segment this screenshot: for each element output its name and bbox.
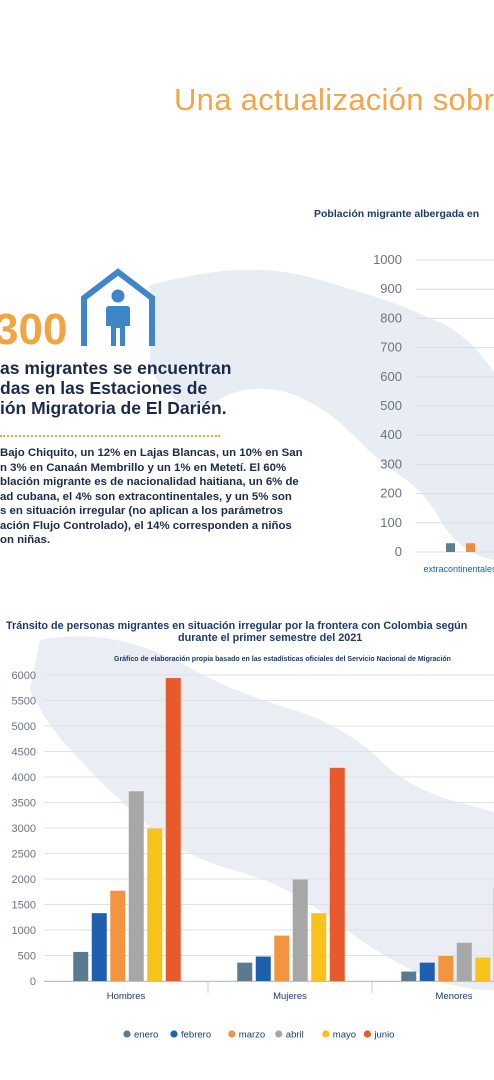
legend-marker [275,1030,283,1038]
legend-label: junio [373,1030,394,1041]
legend-marker [322,1030,330,1038]
chart2-title: Tránsito de personas migrantes en situac… [0,620,494,644]
headline-line: ión Migratoria de El Darién. [0,398,227,418]
y-tick-label: 900 [380,281,402,296]
legend-label: febrero [181,1030,211,1041]
x-category-label: Menores [436,991,473,1002]
bar [91,913,107,981]
headline-line: as migrantes se encuentran [0,358,232,378]
paragraph-line: ación Flujo Controlado), el 14% correspo… [0,519,292,532]
legend-marker [228,1030,236,1038]
x-category-label: extracontinentales [423,564,494,574]
bar [438,956,454,981]
chart2-legend: enero febrero marzo abril mayo junio [123,1030,394,1041]
y-tick-label: 600 [380,369,402,384]
legend-marker [170,1030,178,1038]
y-tick-label: 1000 [373,252,402,267]
y-tick-label: 6000 [12,670,36,682]
y-tick-label: 500 [380,398,402,413]
y-tick-label: 3000 [12,823,36,835]
bar [110,890,126,981]
y-tick-label: 2000 [12,874,36,886]
y-tick-label: 700 [380,340,402,355]
paragraph-line: Bajo Chiquito, un 12% en Lajas Blancas, … [0,447,303,459]
bar [255,956,271,981]
legend-label: mayo [333,1030,356,1041]
bar [446,543,455,552]
legend-marker [363,1030,371,1038]
y-tick-label: 400 [380,427,402,442]
bar [466,543,475,552]
bar [128,791,144,981]
chart1-title: Población migrante albergada en [314,208,480,220]
headline-line: das en las Estaciones de [0,378,208,398]
y-tick-label: 2500 [12,849,36,861]
chart2-subtitle: Gráfico de elaboración propia basado en … [114,656,451,663]
bar [147,828,163,981]
y-tick-label: 5500 [12,696,36,708]
bar [274,935,290,981]
bar [292,879,308,981]
bar [419,962,435,981]
y-tick-label: 0 [30,976,36,988]
page-title: Una actualización sobr [174,82,494,117]
bar [329,767,345,981]
migrant-count: 300 [0,305,68,354]
paragraph-line: n 3% en Canaán Membrillo y un 1% en Mete… [0,461,287,474]
summary-paragraph: Bajo Chiquito, un 12% en Lajas Blancas, … [0,446,318,548]
chart2-title-line: durante el primer semestre del 2021 [178,632,363,644]
paragraph-line: blación migrante es de nacionalidad hait… [0,476,299,488]
paragraph-line: ad cubana, el 4% son extracontinentales,… [0,490,292,503]
y-tick-label: 3500 [12,798,36,810]
y-tick-label: 300 [380,456,402,471]
bar [237,962,253,981]
legend-marker [123,1030,131,1038]
y-tick-label: 100 [380,515,402,530]
x-category-label: Mujeres [273,991,307,1002]
y-tick-label: 4000 [12,772,36,784]
headline: as migrantes se encuentran das en las Es… [0,358,250,418]
dotted-divider [0,435,220,437]
y-tick-label: 1500 [12,900,36,912]
x-category-label: Hombres [107,991,146,1002]
paragraph-line: on niñas. [0,534,50,546]
y-tick-label: 4500 [12,747,36,759]
y-tick-label: 200 [380,486,402,501]
shelter-population-chart: 0 100 200 300 400 500 600 700 800 900 1000 extracon… [373,252,494,574]
legend-label: abril [286,1030,304,1041]
border-transit-chart: 0 500 1000 1500 2000 2500 3000 3500 4000 4500 5000… [12,670,494,1002]
house-person-icon [81,268,155,346]
paragraph-line: s en situación irregular (no aplican a l… [0,505,283,517]
bar [401,971,417,981]
bar [165,678,181,981]
y-tick-label: 800 [380,310,402,325]
y-tick-label: 0 [395,544,402,559]
legend-label: enero [134,1030,158,1041]
bar [456,942,472,981]
y-tick-label: 500 [18,951,36,963]
legend-label: marzo [239,1030,265,1041]
bar [73,951,89,981]
y-tick-label: 1000 [12,925,36,937]
bar [475,957,491,981]
chart2-title-line: Tránsito de personas migrantes en situac… [6,620,468,632]
y-tick-label: 5000 [12,721,36,733]
bar [311,913,327,981]
